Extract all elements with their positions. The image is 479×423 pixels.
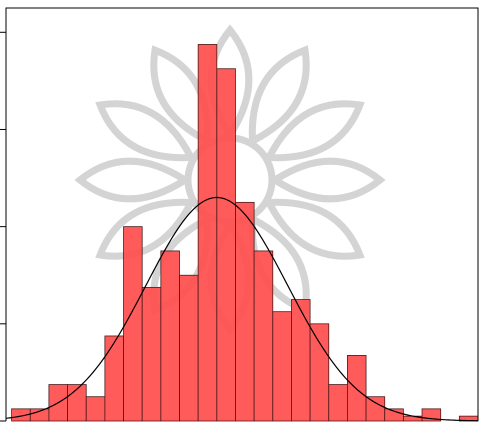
- watermark-petal: [95, 100, 195, 162]
- plot-frame: [5, 7, 479, 421]
- histogram-bar-15: [291, 299, 311, 422]
- histogram-bar-10: [197, 44, 218, 422]
- watermark-petal: [95, 198, 195, 260]
- histogram-bar-6: [123, 226, 143, 422]
- histogram-bar-11: [216, 68, 236, 422]
- histogram-bar-16: [309, 323, 330, 422]
- watermark-petal: [265, 100, 365, 162]
- histogram-bar-3: [67, 384, 87, 422]
- histogram-bar-12: [235, 201, 255, 422]
- histogram-bar-5: [104, 335, 124, 422]
- histogram-bar-8: [160, 250, 180, 422]
- histogram-bar-13: [253, 250, 274, 422]
- watermark-petal: [265, 198, 365, 260]
- histogram-bar-4: [85, 396, 106, 422]
- histogram-bar-9: [179, 274, 199, 422]
- watermark-petal: [74, 157, 187, 203]
- histogram-bar-17: [328, 384, 348, 422]
- histogram-bar-18: [347, 355, 367, 422]
- histogram-bar-19: [365, 396, 386, 422]
- watermark-petal: [248, 45, 310, 145]
- watermark-petal: [273, 157, 386, 203]
- histogram-bar-7: [141, 286, 162, 422]
- histogram-bar-20: [384, 408, 404, 422]
- plot-axes: [0, 7, 479, 422]
- normal-fit-curve: [5, 196, 479, 422]
- histogram-bar-14: [272, 311, 292, 422]
